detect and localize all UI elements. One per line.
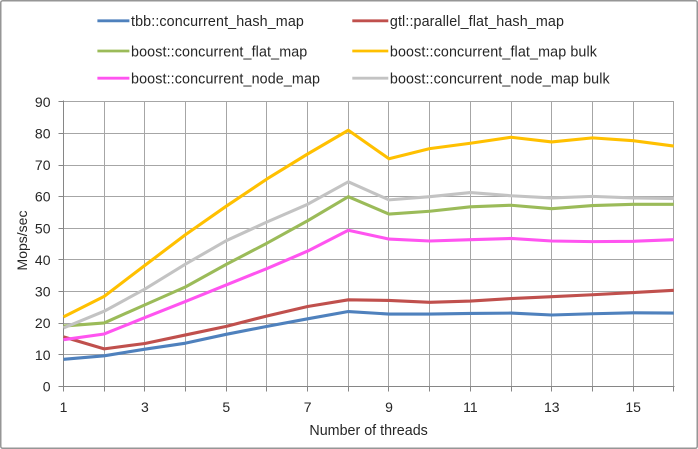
svg-text:gtl::parallel_flat_hash_map: gtl::parallel_flat_hash_map [390, 14, 564, 30]
svg-text:40: 40 [35, 252, 51, 268]
svg-text:boost::concurrent_flat_map: boost::concurrent_flat_map [131, 44, 307, 60]
svg-text:20: 20 [35, 315, 51, 331]
svg-text:1: 1 [60, 399, 68, 415]
svg-text:7: 7 [304, 399, 312, 415]
svg-text:10: 10 [35, 347, 51, 363]
svg-text:3: 3 [141, 399, 149, 415]
svg-text:tbb::concurrent_hash_map: tbb::concurrent_hash_map [131, 14, 304, 30]
svg-text:0: 0 [43, 379, 51, 395]
svg-text:Number of threads: Number of threads [309, 423, 427, 439]
svg-text:70: 70 [35, 157, 51, 173]
svg-text:boost::concurrent_node_map: boost::concurrent_node_map [131, 72, 320, 88]
svg-text:boost::concurrent_node_map bul: boost::concurrent_node_map bulk [390, 72, 611, 88]
svg-text:80: 80 [35, 125, 51, 141]
svg-text:9: 9 [385, 399, 393, 415]
svg-text:15: 15 [625, 399, 641, 415]
svg-text:11: 11 [463, 399, 478, 415]
svg-text:60: 60 [35, 189, 51, 205]
svg-text:13: 13 [544, 399, 560, 415]
svg-text:50: 50 [35, 220, 51, 236]
svg-text:30: 30 [35, 284, 51, 300]
svg-text:Mops/sec: Mops/sec [14, 211, 30, 271]
svg-text:90: 90 [35, 94, 51, 110]
svg-text:boost::concurrent_flat_map bul: boost::concurrent_flat_map bulk [390, 44, 598, 60]
svg-text:5: 5 [222, 399, 230, 415]
